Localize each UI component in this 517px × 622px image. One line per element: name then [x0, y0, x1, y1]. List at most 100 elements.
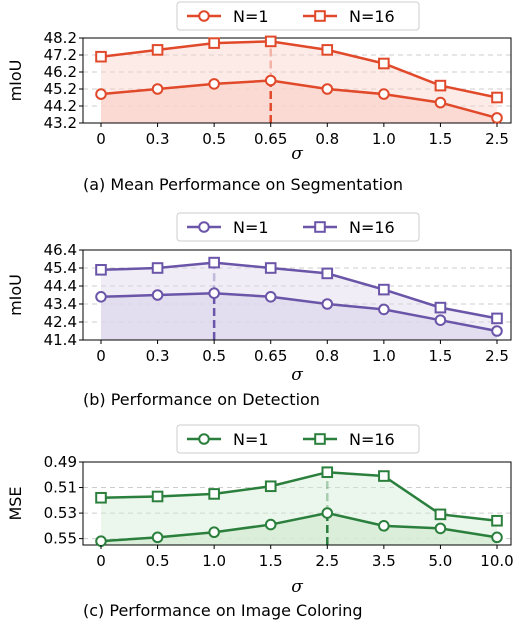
point-n1	[491, 112, 503, 124]
point-n1	[208, 78, 220, 90]
x-tick-label: 1.5	[428, 347, 452, 365]
point-n16	[491, 312, 503, 325]
point-n16	[264, 480, 277, 493]
area-fill-n1	[101, 80, 497, 123]
legend: N=1 N=16	[176, 1, 420, 31]
point-n1	[491, 531, 503, 544]
point-n1	[151, 531, 164, 544]
point-n16	[95, 491, 107, 504]
x-axis-label: σ	[291, 144, 303, 164]
chart-caption: (b) Performance on Detection	[83, 390, 320, 409]
point-n16	[321, 267, 334, 280]
legend-label-n16: N=16	[349, 218, 395, 237]
point-n1	[151, 83, 164, 95]
area-fill-n16	[101, 262, 497, 331]
x-tick-label: 0.3	[146, 130, 170, 148]
point-n1	[378, 520, 390, 532]
point-n16	[491, 514, 503, 527]
point-n16	[151, 490, 164, 503]
x-tick-label: 2.5	[485, 130, 509, 148]
x-tick-label: 10.0	[480, 552, 513, 570]
point-n16	[208, 488, 220, 500]
point-n1	[151, 289, 164, 301]
point-n16	[491, 91, 503, 104]
legend-label-n16: N=16	[349, 430, 395, 449]
point-n16	[378, 283, 390, 296]
point-n16	[95, 264, 107, 276]
point-n1	[264, 74, 277, 87]
point-n1	[378, 303, 390, 316]
point-n1	[321, 298, 334, 310]
point-n16	[434, 508, 447, 521]
legend-frame	[176, 1, 420, 31]
point-n16	[151, 44, 164, 56]
y-tick-label: 42.4	[44, 313, 77, 331]
x-tick-label: 0.8	[315, 347, 339, 365]
chart-caption: (c) Performance on Image Coloring	[83, 601, 363, 620]
point-n1	[264, 291, 277, 303]
area-fill-n16	[101, 41, 497, 118]
y-tick-label: 41.4	[44, 331, 77, 349]
chart-panel-1: 0 0.3 0.5 0.65 0.8 1.0 1.5 2.548.247.246.245.24…	[6, 1, 512, 194]
legend-marker-n16	[314, 433, 326, 445]
x-tick-label: 5.0	[428, 552, 452, 570]
x-tick-label: 0.5	[202, 347, 226, 365]
legend-marker-n1	[198, 433, 210, 445]
series-line-n1	[100, 79, 498, 120]
y-tick-label: 0.51	[44, 479, 77, 497]
x-tick-label: 0	[96, 347, 106, 365]
point-n16	[434, 301, 447, 314]
point-n1	[95, 535, 107, 547]
x-tick-label: 0	[96, 130, 106, 148]
x-tick-label: 0	[96, 552, 106, 570]
y-tick-label: 46.4	[44, 241, 77, 259]
series-line-n16	[100, 470, 498, 522]
point-n16	[95, 50, 107, 63]
y-tick-label: 45.4	[44, 259, 77, 277]
legend-marker-n1	[198, 10, 210, 22]
legend-marker-n16	[314, 221, 326, 233]
series-line-n16	[100, 261, 498, 320]
point-n1	[491, 325, 503, 337]
plot-frame	[82, 37, 512, 124]
y-tick-label: 0.53	[44, 504, 77, 522]
point-n1	[434, 96, 447, 109]
x-tick-label: 1.5	[428, 130, 452, 148]
chart-panel-2: 0 0.3 0.5 0.65 0.8 1.0 1.5 2.546.445.444.443.44…	[6, 212, 512, 409]
point-n1	[95, 291, 107, 303]
y-tick-label: 47.2	[44, 46, 77, 64]
y-tick-label: 0.49	[44, 453, 77, 471]
y-axis-label: mIoU	[6, 60, 25, 102]
series-line-n16	[100, 40, 498, 99]
x-tick-label: 0.5	[146, 552, 170, 570]
x-axis-label: σ	[291, 365, 303, 385]
plot-frame	[82, 461, 512, 546]
point-n16	[151, 262, 164, 274]
point-n16	[208, 37, 220, 49]
point-n16	[321, 466, 334, 479]
legend-frame	[176, 212, 420, 242]
y-tick-label: 44.2	[44, 97, 77, 115]
area-fill-n1	[101, 513, 497, 545]
chart-panel-3: 0 0.5 1.0 1.5 2.5 3.5 5.0 10.0 0.49 0.51 0.53 0.55 M…	[6, 424, 514, 620]
y-tick-label: 48.2	[44, 29, 77, 47]
x-tick-label: 0.3	[146, 347, 170, 365]
area-fill-n1	[101, 293, 497, 340]
x-tick-label: 1.5	[259, 552, 283, 570]
x-tick-label: 0.65	[254, 130, 287, 148]
x-tick-label: 2.5	[315, 552, 339, 570]
x-tick-label: 0.8	[315, 130, 339, 148]
x-tick-label: 0.5	[202, 130, 226, 148]
y-tick-label: 45.2	[44, 80, 77, 98]
legend: N=1 N=16	[176, 212, 420, 242]
x-tick-label: 1.0	[372, 347, 396, 365]
point-n1	[264, 518, 277, 531]
point-n16	[378, 470, 390, 482]
point-n16	[264, 262, 277, 274]
point-n1	[208, 287, 220, 300]
point-n16	[378, 57, 390, 70]
x-tick-label: 1.0	[372, 130, 396, 148]
x-axis-label: σ	[291, 577, 303, 597]
chart-caption: (a) Mean Performance on Segmentation	[83, 175, 403, 194]
